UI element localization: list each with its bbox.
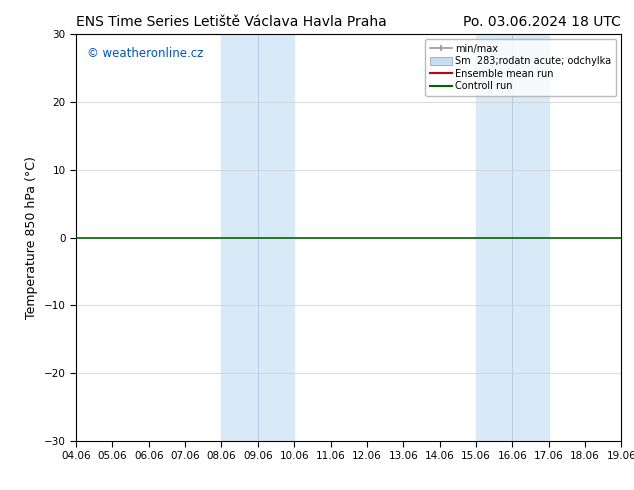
Text: Po. 03.06.2024 18 UTC: Po. 03.06.2024 18 UTC bbox=[463, 15, 621, 29]
Bar bbox=[476, 34, 512, 441]
Legend: min/max, Sm  283;rodatn acute; odchylka, Ensemble mean run, Controll run: min/max, Sm 283;rodatn acute; odchylka, … bbox=[425, 39, 616, 96]
Text: ENS Time Series Letiště Václava Havla Praha: ENS Time Series Letiště Václava Havla Pr… bbox=[76, 15, 387, 29]
Bar bbox=[258, 34, 294, 441]
Bar bbox=[512, 34, 548, 441]
Bar bbox=[221, 34, 258, 441]
Text: © weatheronline.cz: © weatheronline.cz bbox=[87, 47, 204, 59]
Y-axis label: Temperature 850 hPa (°C): Temperature 850 hPa (°C) bbox=[25, 156, 38, 319]
